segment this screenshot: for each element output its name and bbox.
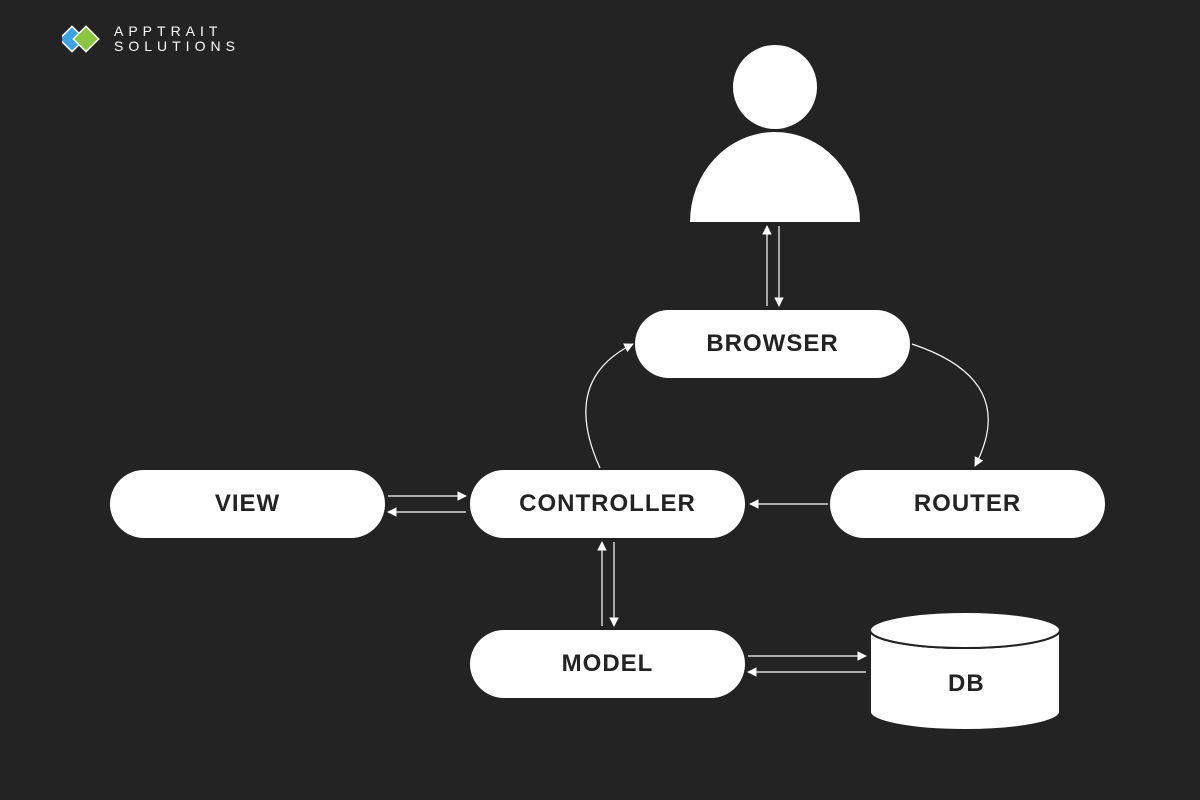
node-router-label: ROUTER bbox=[914, 490, 1021, 518]
edge-controller-to-browser-curve bbox=[586, 344, 633, 468]
node-model: MODEL bbox=[470, 630, 745, 698]
node-controller-label: CONTROLLER bbox=[519, 490, 696, 518]
node-controller: CONTROLLER bbox=[470, 470, 745, 538]
node-db-label: DB bbox=[948, 670, 985, 698]
logo-line1: APPTRAIT bbox=[114, 24, 240, 39]
user-icon bbox=[690, 42, 860, 222]
node-browser: BROWSER bbox=[635, 310, 910, 378]
mvc-architecture-diagram: APPTRAIT SOLUTIONS BROWSER VIEW CONTROLL… bbox=[0, 0, 1200, 800]
node-view-label: VIEW bbox=[215, 490, 280, 518]
logo: APPTRAIT SOLUTIONS bbox=[62, 22, 240, 56]
logo-icon bbox=[62, 22, 102, 56]
edge-browser-to-router-curve bbox=[912, 344, 988, 466]
node-model-label: MODEL bbox=[562, 650, 654, 678]
logo-line2: SOLUTIONS bbox=[114, 39, 240, 54]
node-browser-label: BROWSER bbox=[706, 330, 838, 358]
node-router: ROUTER bbox=[830, 470, 1105, 538]
node-view: VIEW bbox=[110, 470, 385, 538]
logo-text: APPTRAIT SOLUTIONS bbox=[114, 24, 240, 53]
